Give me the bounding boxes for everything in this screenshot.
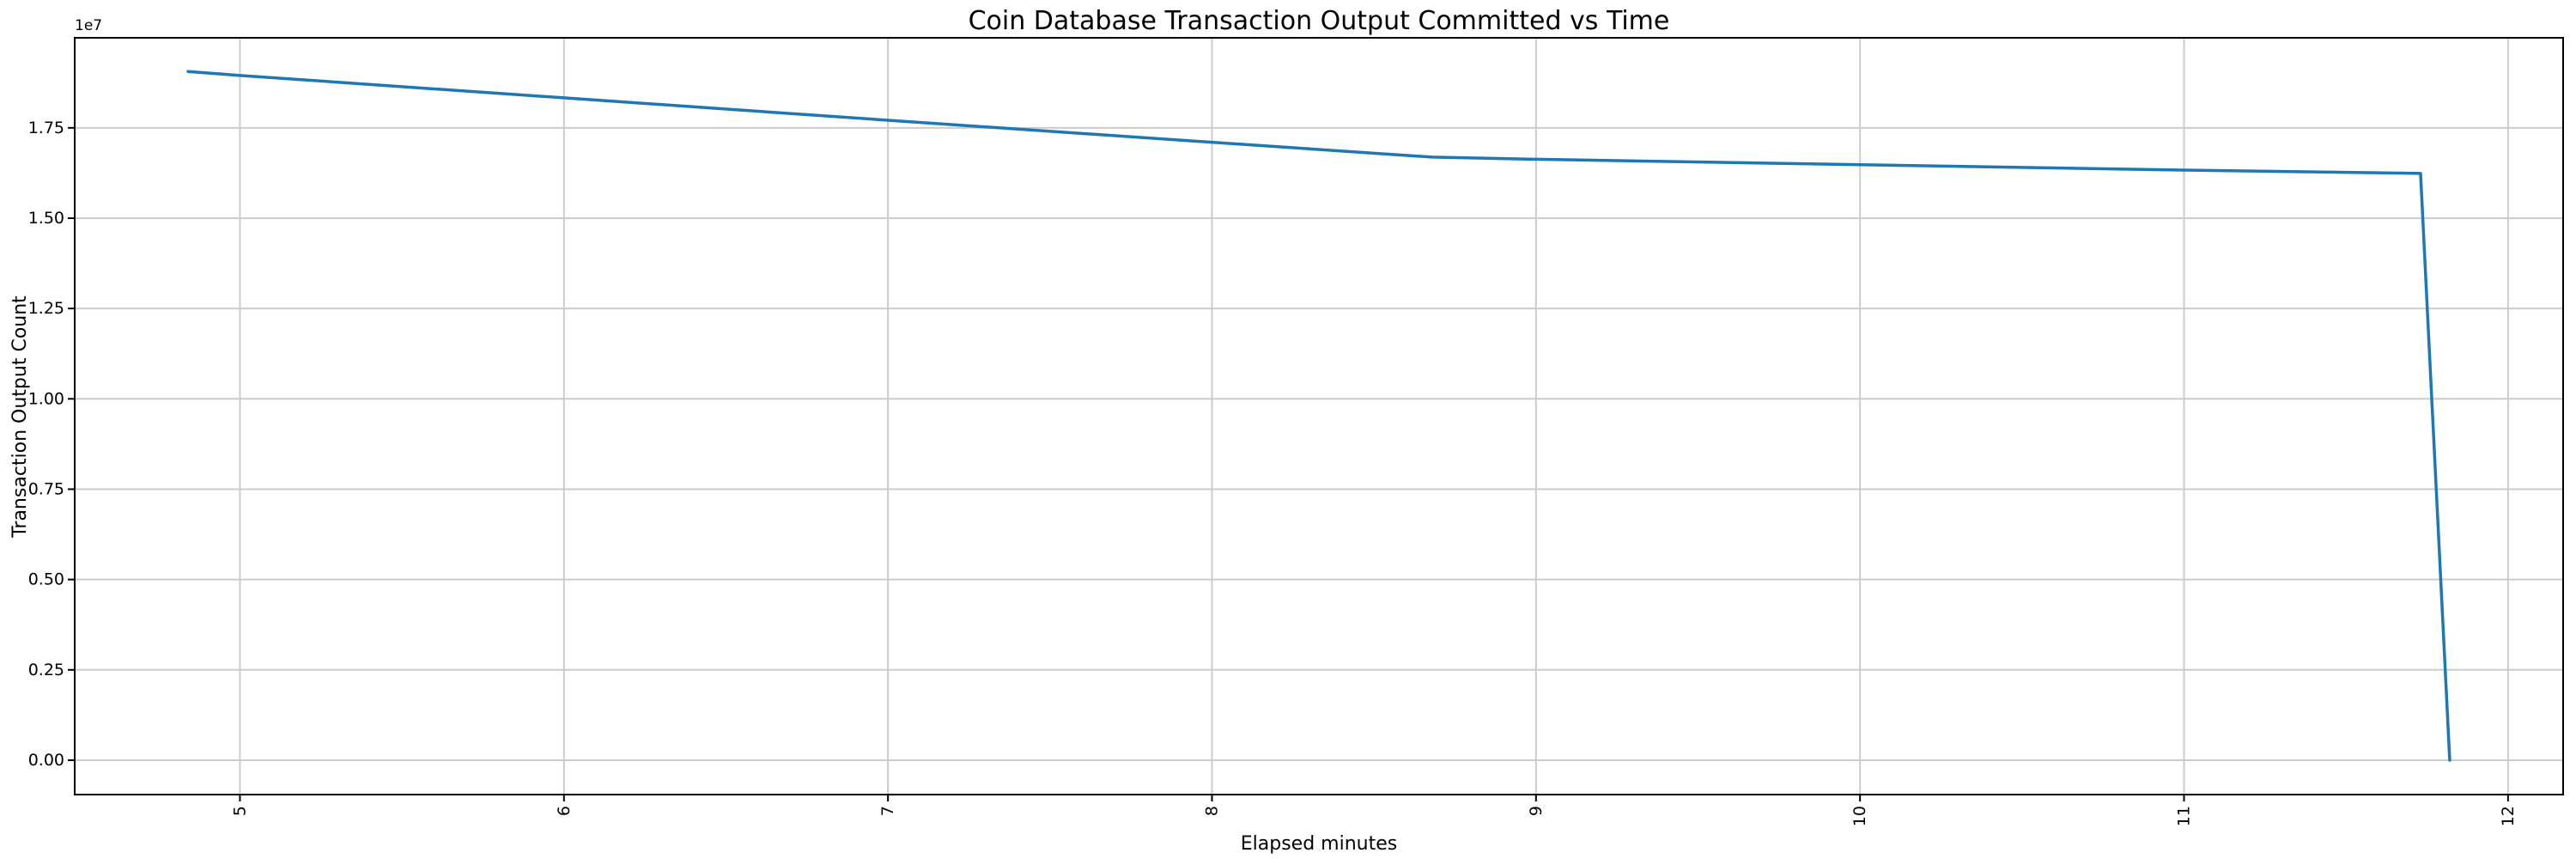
x-tick-label: 11: [2175, 806, 2194, 826]
x-tick-label: 5: [230, 806, 249, 816]
data-line: [186, 70, 2451, 762]
y-tick-label: 1.25: [28, 299, 64, 318]
y-tick-label: 0.00: [28, 751, 64, 770]
x-tick-label: 7: [878, 806, 897, 816]
x-axis-label: Elapsed minutes: [1240, 833, 1398, 855]
x-tick-label: 8: [1202, 806, 1221, 816]
y-tick-label: 1.00: [28, 389, 64, 408]
axes-frame: [74, 37, 2564, 795]
x-tick-label: 12: [2499, 806, 2518, 826]
y-tick-label: 1.50: [28, 209, 64, 228]
y-tick-label: 0.25: [28, 661, 64, 679]
y-tick-label: 1.75: [28, 119, 64, 137]
y-tick-label: 0.50: [28, 570, 64, 589]
x-tick-label: 10: [1850, 806, 1869, 826]
y-axis-offset-label: 1e7: [75, 17, 103, 34]
y-tick-label: 0.75: [28, 479, 64, 498]
chart-title: Coin Database Transaction Output Committ…: [968, 6, 1670, 36]
x-tick-label: 6: [555, 806, 574, 816]
x-tick-label: 9: [1527, 806, 1546, 816]
